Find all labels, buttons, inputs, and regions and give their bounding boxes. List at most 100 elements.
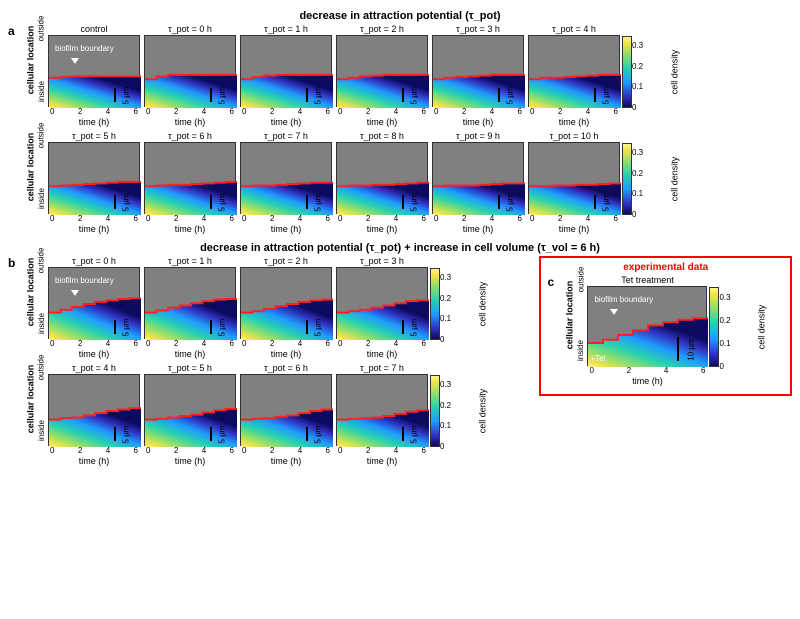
cbar-label: cell density <box>669 157 679 202</box>
scale-bar: 5 µm <box>402 195 423 209</box>
y-axis-label: cellular location <box>25 365 35 434</box>
cbar-label: cell density <box>757 305 767 350</box>
y-outside-label: outside <box>576 267 585 293</box>
x-axis-label: time (h) <box>144 117 236 127</box>
scale-bar: 5 µm <box>402 427 423 441</box>
cbar-tick: 0 <box>440 442 444 451</box>
scale-bar: 5 µm <box>114 195 135 209</box>
panel-title: τ_pot = 7 h <box>360 363 404 373</box>
cbar-label: cell density <box>477 389 487 434</box>
cbar-tick: 0.1 <box>440 314 451 323</box>
cbar-label: cell density <box>477 282 487 327</box>
figure-root: decrease in attraction potential (τ_pot)… <box>0 0 800 476</box>
x-axis-label: time (h) <box>336 456 428 466</box>
heatmap-panel: 5 µm <box>432 35 524 107</box>
x-axis: 0246time (h) <box>240 107 332 127</box>
heatmap-panel: 5 µm <box>336 374 428 446</box>
panel-title: τ_pot = 1 h <box>168 256 212 266</box>
y-axis-label: cellular location <box>564 281 574 350</box>
y-outside-label: outside <box>37 123 46 149</box>
y-axis-label: cellular location <box>25 258 35 327</box>
y-axis: cellular locationoutsideinside <box>24 24 46 96</box>
x-axis-label: time (h) <box>336 117 428 127</box>
scale-bar: 5 µm <box>210 427 231 441</box>
x-axis-label: time (h) <box>528 224 620 234</box>
x-axis-label: time (h) <box>48 117 140 127</box>
cbar-tick: 0 <box>632 210 636 219</box>
scale-bar: 5 µm <box>306 88 327 102</box>
x-axis-label: time (h) <box>240 224 332 234</box>
x-axis: 0246time (h) <box>144 214 236 234</box>
y-inside-label: inside <box>37 313 46 334</box>
cbar-tick: 0.3 <box>632 148 643 157</box>
x-axis: 0246time (h) <box>587 366 707 386</box>
heatmap-panel: 5 µm <box>48 142 140 214</box>
y-inside-label: inside <box>37 188 46 209</box>
panel-title: τ_pot = 10 h <box>550 131 599 141</box>
panel-title: τ_pot = 4 h <box>552 24 596 34</box>
heatmap-panel: 5 µm <box>48 374 140 446</box>
panel-title: τ_pot = 0 h <box>168 24 212 34</box>
y-inside-label: inside <box>576 340 585 361</box>
x-axis: 0246time (h) <box>432 214 524 234</box>
panel-title: τ_pot = 5 h <box>168 363 212 373</box>
scale-bar: 5 µm <box>594 88 615 102</box>
x-axis-label: time (h) <box>144 456 236 466</box>
y-axis: cellular locationoutsideinside <box>24 131 46 203</box>
heatmap-panel: 5 µm <box>240 267 332 339</box>
heatmap-panel: biofilm boundary5 µm <box>48 267 140 339</box>
section-letter: b <box>8 256 22 270</box>
x-axis: 0246time (h) <box>144 446 236 466</box>
x-axis: 0246time (h) <box>240 446 332 466</box>
x-axis: 0246time (h) <box>240 214 332 234</box>
cbar-tick: 0.2 <box>440 294 451 303</box>
x-axis: 0246time (h) <box>336 107 428 127</box>
scale-bar: 5 µm <box>306 195 327 209</box>
cbar-tick: 0.3 <box>632 41 643 50</box>
panel-title: control <box>80 24 107 34</box>
scale-bar: 10 µm <box>677 337 702 361</box>
heatmap-panel: 5 µm <box>144 142 236 214</box>
y-axis: cellular locationoutsideinside <box>24 363 46 435</box>
colorbar: 00.10.20.3cell density <box>430 268 505 340</box>
cbar-tick: 0.3 <box>440 380 451 389</box>
y-outside-label: outside <box>37 355 46 381</box>
heatmap-panel: 5 µm <box>144 374 236 446</box>
section-letter: a <box>8 24 22 38</box>
heatmap-panel: 5 µm <box>240 35 332 107</box>
y-outside-label: outside <box>37 248 46 274</box>
heatmap-panel: 5 µm <box>432 142 524 214</box>
cbar-tick: 0.2 <box>440 401 451 410</box>
x-axis-label: time (h) <box>48 456 140 466</box>
heatmap-panel: 5 µm <box>528 142 620 214</box>
panel-title: τ_pot = 7 h <box>264 131 308 141</box>
heatmap-panel: 5 µm <box>336 35 428 107</box>
heatmap-panel: 5 µm <box>336 267 428 339</box>
cbar-tick: 0 <box>440 335 444 344</box>
scale-bar: 5 µm <box>402 88 423 102</box>
y-axis: cellular locationoutsideinside <box>563 275 585 355</box>
panel-title: τ_pot = 4 h <box>72 363 116 373</box>
x-axis-label: time (h) <box>144 349 236 359</box>
scale-bar: 5 µm <box>306 320 327 334</box>
section-a-title: decrease in attraction potential (τ_pot) <box>8 10 792 22</box>
y-outside-label: outside <box>37 16 46 42</box>
panel-title: Tet treatment <box>621 275 674 285</box>
colorbar: 00.10.20.3cell density <box>430 375 505 447</box>
section-b: bcellular locationoutsideinsideτ_pot = 0… <box>8 256 505 470</box>
x-axis-label: time (h) <box>48 224 140 234</box>
cbar-tick: 0.1 <box>632 82 643 91</box>
x-axis-label: time (h) <box>336 224 428 234</box>
heatmap-panel: 5 µm <box>336 142 428 214</box>
x-axis-label: time (h) <box>528 117 620 127</box>
cbar-tick: 0.3 <box>719 293 730 302</box>
cbar-tick: 0.2 <box>719 316 730 325</box>
section-a: acellular locationoutsideinsidecontrolbi… <box>8 24 792 234</box>
x-axis: 0246time (h) <box>336 339 428 359</box>
heatmap-panel: 5 µm <box>144 267 236 339</box>
scale-bar: 5 µm <box>114 320 135 334</box>
experimental-box: experimental data ccellular locationouts… <box>539 256 792 396</box>
x-axis: 0246time (h) <box>240 339 332 359</box>
section-c: ccellular locationoutsideinsideTet treat… <box>547 275 784 386</box>
colorbar: 00.10.20.3cell density <box>622 143 697 215</box>
